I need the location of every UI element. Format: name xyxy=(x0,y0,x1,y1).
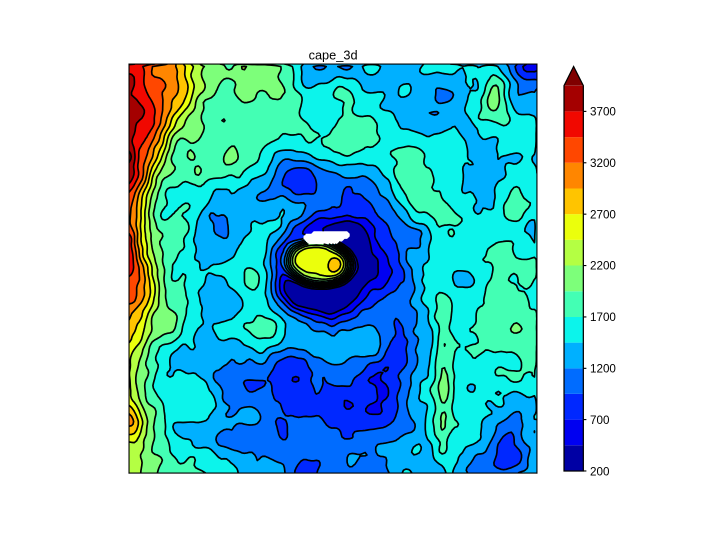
svg-text:1700: 1700 xyxy=(590,311,616,324)
svg-text:1200: 1200 xyxy=(590,363,616,376)
svg-text:200: 200 xyxy=(590,465,610,478)
svg-text:cape_3d: cape_3d xyxy=(309,48,358,63)
svg-text:2700: 2700 xyxy=(590,208,616,221)
svg-text:2200: 2200 xyxy=(590,260,616,273)
svg-text:3200: 3200 xyxy=(590,157,616,170)
svg-text:3700: 3700 xyxy=(590,106,616,119)
svg-text:700: 700 xyxy=(590,414,610,427)
